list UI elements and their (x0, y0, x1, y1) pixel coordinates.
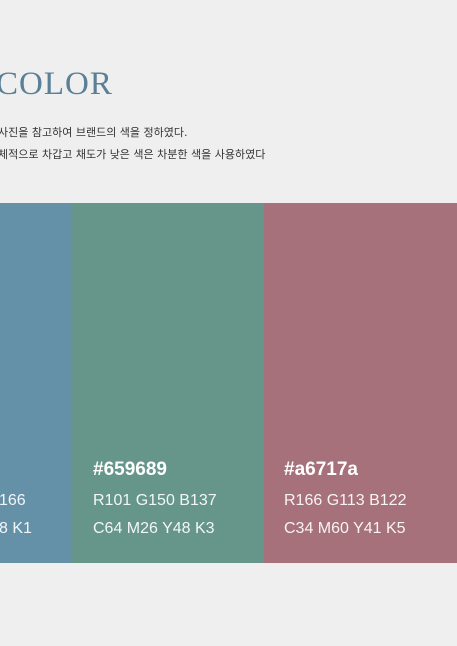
swatch-hex-code: #a6717a (284, 459, 358, 480)
swatch-hex-code: #659689 (93, 459, 167, 480)
swatch-rgb-value: R101 G150 B137 (93, 492, 217, 509)
swatch-rgb-value: R166 G113 B122 (284, 492, 407, 509)
color-swatch-rose: #a6717a R166 G113 B122 C34 M60 Y41 K5 (264, 203, 457, 563)
color-swatch-green: #659689 R101 G150 B137 C64 M26 Y48 K3 (72, 203, 264, 563)
swatch-cmyk-value: 8 K1 (0, 520, 32, 537)
description-line-1: 사진을 참고하여 브랜드의 색을 정하였다. (0, 126, 188, 139)
swatch-rgb-value: 166 (0, 492, 26, 509)
swatch-cmyk-value: C64 M26 Y48 K3 (93, 520, 215, 537)
swatch-cmyk-value: C34 M60 Y41 K5 (284, 520, 406, 537)
description-line-2: 체적으로 차갑고 채도가 낮은 색은 차분한 색을 사용하였다 (0, 148, 266, 161)
color-swatch-row: 166 8 K1 #659689 R101 G150 B137 C64 M26 … (0, 203, 457, 563)
color-swatch-blue: 166 8 K1 (0, 203, 72, 563)
section-title: COLOR (0, 66, 113, 102)
